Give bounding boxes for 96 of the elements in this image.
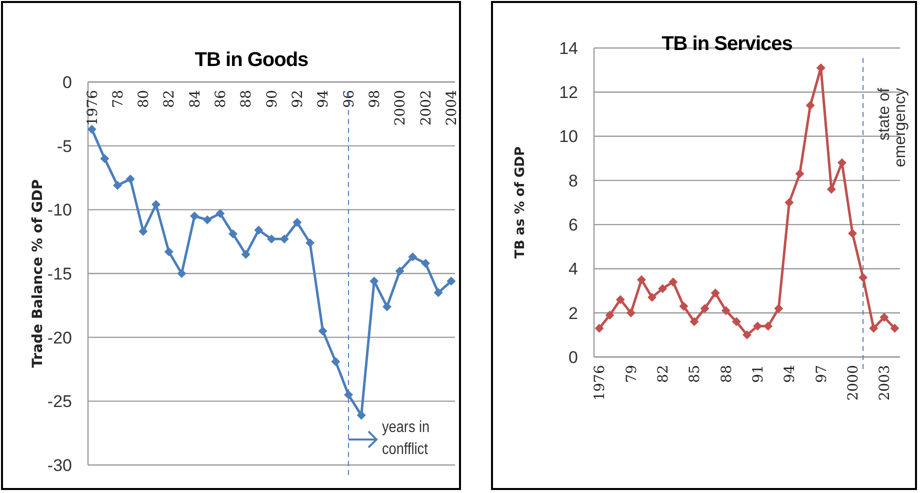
point — [605, 310, 614, 320]
y-tick-label: 14 — [559, 38, 578, 58]
point — [241, 250, 250, 259]
point — [858, 273, 868, 282]
point — [710, 288, 720, 298]
point — [636, 275, 646, 284]
point — [126, 174, 135, 184]
point — [420, 258, 430, 268]
x-tick-label: 1976 — [592, 364, 608, 401]
x-tick-label: 92 — [290, 90, 306, 108]
point — [742, 330, 752, 340]
y-tick-label: -30 — [47, 456, 72, 475]
point — [152, 200, 161, 210]
point — [732, 317, 741, 326]
point — [869, 324, 878, 333]
y-tick-label: 12 — [559, 83, 578, 102]
point — [626, 308, 636, 318]
x-tick-label: 2000 — [845, 365, 862, 401]
annotation: years in confflict — [382, 418, 432, 460]
point — [138, 226, 148, 236]
chart-title: TB in Services — [662, 33, 793, 55]
x-tick-label: 97 — [814, 365, 830, 383]
point — [382, 302, 392, 312]
x-tick-label: 91 — [750, 365, 766, 383]
x-tick-label: 94 — [316, 90, 332, 108]
point — [395, 266, 404, 276]
x-tick-label: 98 — [367, 90, 384, 108]
x-tick-label: 2004 — [444, 90, 460, 126]
point — [177, 269, 186, 278]
point — [408, 252, 418, 262]
y-tick-label: 8 — [568, 171, 578, 190]
point — [318, 326, 328, 336]
x-tick-label: 2002 — [418, 90, 434, 126]
x-tick-label: 80 — [136, 90, 152, 108]
y-axis-title: Trade Balance % of GDP — [30, 179, 46, 368]
x-tick-label: 82 — [655, 365, 672, 383]
y-axis-title: TB as % of GDP — [513, 146, 528, 258]
y-tick-label: -25 — [47, 392, 72, 412]
chart-title: TB in Goods — [194, 49, 309, 71]
point — [228, 229, 238, 238]
y-tick-label: 6 — [568, 216, 578, 235]
point — [721, 306, 730, 316]
point — [795, 169, 804, 178]
point — [848, 228, 858, 238]
point — [880, 312, 889, 322]
y-tick-label: 10 — [559, 127, 578, 146]
point — [292, 218, 302, 227]
point — [164, 247, 174, 256]
point — [305, 238, 314, 248]
y-tick-label: -20 — [47, 328, 72, 348]
x-tick-label: 2003 — [877, 365, 894, 401]
y-tick-label: -5 — [56, 136, 72, 156]
point — [216, 208, 225, 218]
point — [784, 198, 794, 207]
point — [190, 212, 200, 221]
x-tick-label: 78 — [110, 90, 126, 108]
y-tick-label: 4 — [568, 260, 578, 279]
point — [658, 284, 668, 294]
point — [594, 324, 604, 333]
y-tick-label: 0 — [62, 72, 72, 92]
x-tick-label: 88 — [238, 90, 255, 108]
y-tick-label: -15 — [47, 264, 72, 284]
point — [331, 357, 340, 366]
point — [254, 226, 264, 235]
point — [890, 324, 900, 333]
point — [616, 295, 625, 304]
point — [344, 390, 353, 400]
point — [434, 288, 443, 298]
point — [764, 322, 773, 331]
y-tick-label: 2 — [568, 304, 578, 323]
x-tick-label: 88 — [718, 365, 735, 383]
point — [267, 234, 276, 244]
point — [806, 100, 815, 110]
point — [113, 180, 122, 190]
x-tick-label: 1976 — [84, 90, 101, 126]
point — [668, 277, 678, 286]
y-tick-label: 0 — [568, 348, 578, 367]
x-tick-label: 79 — [624, 365, 640, 383]
x-tick-label: 82 — [162, 90, 178, 108]
x-tick-label: 86 — [213, 90, 230, 108]
point — [446, 276, 456, 286]
x-tick-label: 84 — [187, 90, 204, 108]
point — [648, 292, 657, 302]
point — [87, 124, 96, 134]
point — [690, 317, 699, 326]
x-tick-label: 85 — [687, 365, 704, 383]
x-tick-label: 90 — [264, 90, 280, 108]
x-tick-label: 2000 — [392, 90, 409, 126]
point — [100, 154, 110, 164]
ref-line-label: state of emergency — [876, 87, 910, 168]
x-tick-label: 94 — [782, 364, 798, 383]
y-tick-label: -10 — [47, 200, 72, 220]
point — [774, 304, 784, 313]
point — [202, 215, 212, 224]
point — [679, 302, 688, 311]
point — [700, 304, 710, 313]
